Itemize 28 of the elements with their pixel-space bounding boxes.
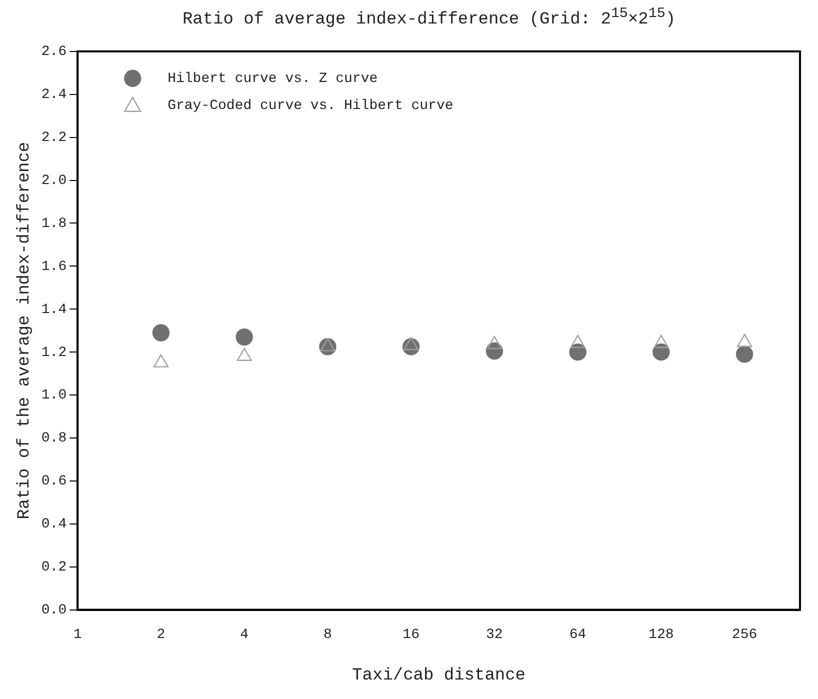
y-tick-label: 0.4	[41, 516, 67, 533]
y-tick-label: 0.0	[41, 602, 67, 619]
y-tick-label: 0.6	[41, 474, 67, 490]
x-tick-label: 4	[240, 626, 249, 643]
y-tick-label: 2.4	[41, 87, 67, 104]
x-tick-label: 2	[156, 626, 166, 643]
chart-title: Ratio of average index-difference (Grid: 2$^{15}$×2$^{15}$)	[181, 6, 677, 30]
x-axis-title: Taxi/cab distance	[352, 666, 526, 686]
y-tick-label: 0.8	[41, 430, 67, 447]
x-tick-label: 32	[486, 626, 503, 643]
legend-label: Hilbert curve vs. Z curve	[168, 71, 378, 88]
y-tick-label: 2.0	[41, 172, 67, 189]
x-tick-label: 8	[324, 626, 332, 643]
y-tick-label: 1.0	[41, 388, 67, 404]
x-tick-label: 256	[732, 626, 758, 643]
y-axis-title: Ratio of the average index-difference	[16, 142, 35, 520]
y-tick-label: 2.2	[41, 130, 67, 146]
legend-label: Gray-Coded curve vs. Hilbert curve	[168, 98, 454, 114]
y-tick-label: 1.4	[41, 302, 67, 318]
y-tick-label: 2.6	[41, 44, 67, 60]
x-tick-label: 128	[648, 626, 674, 643]
y-tick-label: 0.2	[41, 560, 67, 576]
x-tick-label: 16	[402, 626, 420, 643]
x-tick-label: 1	[73, 626, 82, 643]
x-tick-label: 64	[569, 626, 586, 643]
y-tick-label: 1.6	[41, 258, 67, 275]
y-tick-label: 1.2	[41, 344, 67, 361]
y-tick-label: 1.8	[41, 216, 67, 232]
